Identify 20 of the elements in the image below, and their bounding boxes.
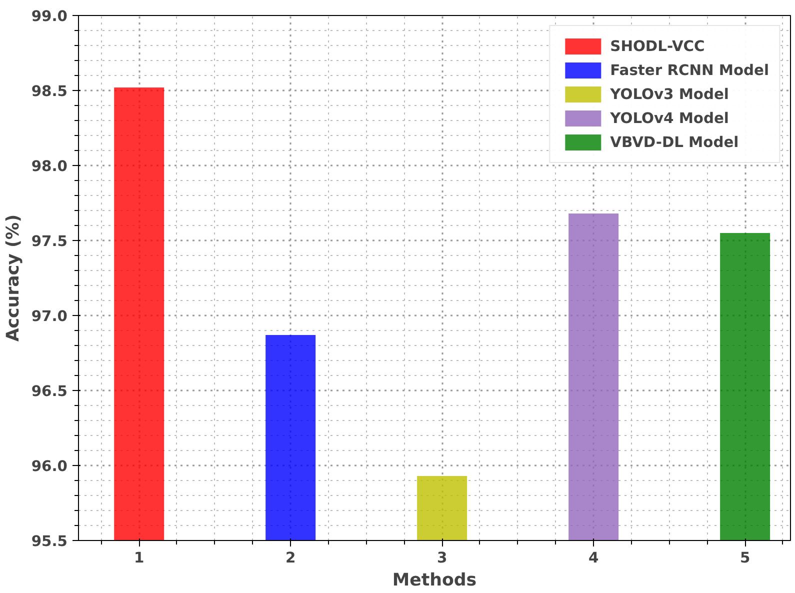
legend-label: YOLOv4 Model	[610, 110, 729, 126]
x-tick-label: 5	[740, 550, 750, 566]
x-tick-label: 3	[436, 550, 448, 566]
x-tick-label: 1	[134, 550, 144, 566]
x-tick-label: 4	[588, 550, 599, 566]
y-tick-label: 98.0	[31, 158, 68, 175]
y-tick-label: 97.0	[31, 308, 68, 325]
legend-label: YOLOv3 Model	[610, 86, 729, 102]
x-tick-label: 2	[285, 550, 296, 566]
y-tick-label: 96.5	[31, 383, 68, 400]
y-tick-label: 98.5	[31, 83, 68, 100]
y-tick-label: 97.5	[31, 233, 68, 250]
y-tick-label: 95.5	[31, 533, 68, 550]
legend-label: VBVD-DL Model	[610, 134, 739, 150]
y-tick-label: 99.0	[31, 8, 68, 25]
legend-label: Faster RCNN Model	[610, 62, 769, 78]
x-axis-title: Methods	[392, 570, 477, 590]
legend-label: SHODL-VCC	[610, 38, 705, 54]
y-tick-label: 96.0	[31, 458, 68, 475]
y-axis-title: Accuracy (%)	[3, 214, 24, 342]
